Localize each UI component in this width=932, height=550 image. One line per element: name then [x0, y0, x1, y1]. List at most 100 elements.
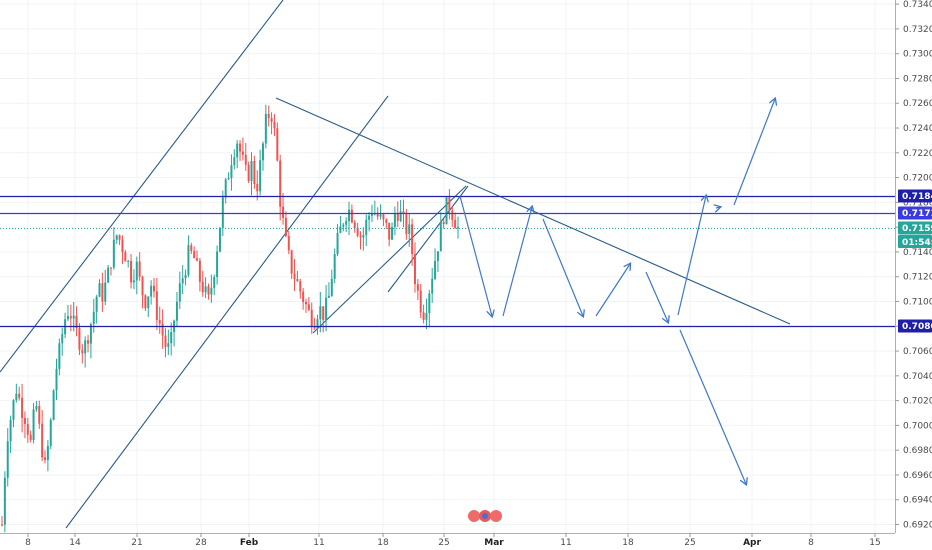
candle-body [336, 232, 339, 255]
candle-body [345, 221, 348, 225]
candle-body [72, 315, 75, 319]
price-tick-label: 0.73400 [903, 0, 932, 10]
time-tick-label: 8 [25, 538, 31, 548]
candle-body [132, 280, 135, 283]
candle-body [227, 178, 230, 180]
candle-body [319, 306, 322, 320]
candle-body [233, 157, 236, 166]
candle-body [49, 419, 52, 446]
candle-body [109, 267, 112, 269]
candle-body [279, 160, 282, 207]
candle-body [451, 210, 454, 220]
trendline-drawings [0, 0, 791, 529]
candle-body [35, 405, 38, 410]
candle-body [155, 291, 158, 321]
candle-body [124, 252, 127, 262]
time-tick-label: 25 [438, 538, 449, 548]
candle-body [359, 235, 362, 238]
candle-body [181, 278, 184, 284]
price-tag-label: 0.70800 [902, 322, 932, 332]
candle-body [325, 297, 328, 320]
candle-body [239, 143, 242, 152]
candle-body [284, 217, 287, 237]
time-axis-bg [0, 533, 895, 550]
candle-body [138, 261, 141, 277]
candle-body [419, 290, 422, 313]
candle-body [44, 457, 47, 460]
candle-body [270, 118, 273, 122]
candle-body [244, 154, 247, 165]
candle-body [81, 349, 84, 354]
candle-body [29, 434, 32, 440]
candle-body [411, 224, 414, 255]
candle-body [141, 276, 144, 296]
candle-body [178, 283, 181, 302]
time-tick-label: 11 [313, 538, 324, 548]
price-axis-bg [895, 0, 932, 550]
candle-body [92, 311, 95, 324]
candle-body [368, 215, 371, 220]
trendline [65, 95, 389, 529]
forecast-arrow [716, 207, 720, 208]
candle-body [112, 239, 115, 268]
candle-body [399, 211, 402, 221]
candle-body [161, 323, 164, 336]
candle-body [313, 327, 316, 329]
candle-body [193, 251, 196, 259]
countdown-tag [898, 235, 932, 248]
trendline [312, 185, 467, 334]
candle-body [224, 179, 227, 198]
candle-body [379, 214, 382, 217]
candle-body [21, 397, 24, 418]
candle-body [69, 316, 72, 319]
candle-body [376, 213, 379, 217]
candle-body [201, 281, 204, 293]
price-tag-label: 0.71591 [902, 224, 932, 234]
logo-mark [482, 513, 488, 519]
candle-body [150, 285, 153, 297]
candle-body [282, 206, 285, 218]
candle-body [316, 319, 319, 329]
candle-body [267, 113, 270, 119]
candle-body [259, 160, 262, 192]
candle-body [198, 260, 201, 282]
candle-body [135, 261, 138, 281]
countdown-label: 01:54:55 [902, 238, 932, 248]
candle-body [41, 423, 44, 458]
candle-body [130, 261, 133, 283]
candle-body [87, 340, 90, 344]
horizontal-levels [0, 195, 895, 328]
candle-body [448, 197, 451, 211]
time-tick-label: 14 [69, 538, 81, 548]
candle-body [241, 151, 244, 155]
time-axis[interactable]: 8 14 21 28 Feb 11 18 25 Mar 11 18 25 Apr 8 15 [0, 533, 895, 550]
candle-body [52, 390, 55, 420]
forecast-arrow [677, 196, 706, 316]
candle-body [61, 334, 64, 344]
candlestick-series [1, 104, 459, 533]
price-tag-label: 0.71849 [902, 192, 932, 202]
time-tick-label: 21 [131, 538, 142, 548]
time-tick-label: Feb [240, 538, 259, 548]
forecast-arrow [542, 218, 583, 316]
price-tags: 0.71849 0.71712 0.70800 0.71591 01:54:55 [898, 189, 932, 333]
candle-body [356, 227, 359, 236]
forecast-arrow [502, 207, 532, 317]
candle-body [350, 209, 353, 223]
candle-body [66, 316, 69, 320]
candle-body [218, 227, 221, 252]
candle-body [396, 213, 399, 221]
candle-body [385, 219, 388, 223]
